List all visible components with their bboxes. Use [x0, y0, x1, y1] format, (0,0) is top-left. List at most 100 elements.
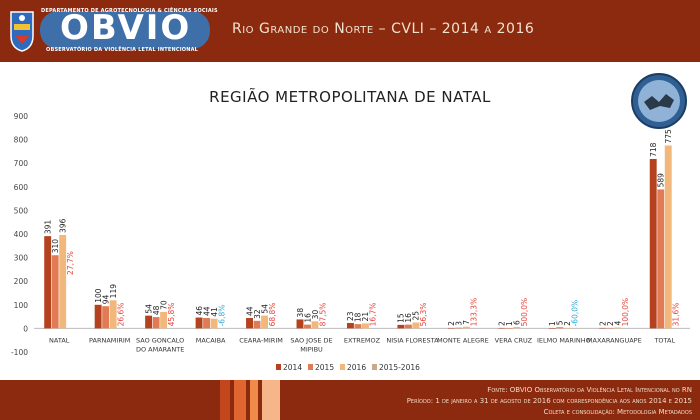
legend-swatch-2015	[308, 364, 313, 370]
data-label-2015: 48	[152, 305, 161, 315]
category-label: PARNAMIRIM	[89, 336, 130, 344]
y-tick-label: 300	[14, 254, 29, 263]
bar-2016	[412, 322, 420, 329]
pct-change-label: -6,8%	[217, 305, 226, 327]
bar-2016	[664, 145, 672, 329]
data-label-2015: 44	[202, 306, 211, 316]
bar-2015	[354, 324, 362, 329]
category-label: MONTE ALEGRE	[437, 336, 489, 344]
data-label-2014: 15	[397, 313, 406, 323]
bar-2015	[51, 255, 59, 329]
bar-2014	[649, 158, 657, 329]
bar-2015	[606, 327, 614, 329]
pct-change-label: 31,6%	[672, 303, 681, 327]
pct-change-label: 45,8%	[167, 303, 176, 327]
legend-swatch-2015-2016	[372, 364, 377, 370]
bar-2014	[296, 319, 304, 329]
y-tick-label: 0	[23, 324, 28, 333]
category-label: NISIA FLORESTA	[386, 336, 439, 344]
pct-change-label: 26,6%	[116, 303, 125, 327]
pct-change-label: 500,0%	[520, 298, 529, 327]
bar-2014	[94, 304, 102, 329]
y-tick-label: 800	[14, 136, 29, 145]
bar-2016	[362, 323, 369, 329]
pct-change-label: 16,7%	[369, 303, 378, 327]
data-label-2016: 6	[513, 320, 522, 325]
bar-2014	[44, 236, 52, 329]
bar-2014	[548, 328, 556, 329]
legend-label: 2014	[283, 363, 302, 372]
y-tick-label: 700	[14, 159, 29, 168]
data-label-2014: 391	[43, 220, 52, 235]
data-label-2016: 775	[664, 129, 673, 144]
data-label-2016: 4	[614, 320, 623, 325]
data-label-2014: 2	[447, 321, 456, 326]
data-label-2015: 310	[51, 239, 60, 254]
bar-2016	[109, 300, 117, 329]
legend-label: 2016	[347, 363, 366, 372]
bar-2014	[397, 324, 405, 329]
pct-change-label: 87,5%	[318, 303, 327, 327]
legend-swatch-2014	[276, 364, 281, 370]
data-label-2016: 70	[159, 300, 168, 310]
footer-period: Período: 1 de janeiro a 31 de agosto de …	[406, 397, 692, 405]
category-label: CEARA-MIRIM	[239, 336, 283, 344]
footer-banner: Fonte: OBVIO Observatório da Violência L…	[0, 380, 700, 420]
y-tick-label: 600	[14, 183, 29, 192]
bar-2015	[253, 320, 261, 329]
bar-2015	[505, 328, 513, 329]
bar-2016	[160, 311, 168, 329]
pct-change-label: 56,3%	[419, 303, 428, 327]
data-label-2016: 119	[109, 284, 118, 299]
category-label: DO AMARANTE	[136, 345, 184, 353]
bar-2014	[347, 322, 354, 329]
category-label: SAO GONCALO	[136, 336, 184, 344]
chart-title: REGIÃO METROPOLITANA DE NATAL	[209, 88, 491, 106]
bar-2015	[102, 306, 110, 329]
pct-change-label: 133,3%	[470, 298, 479, 327]
observatory-stamp-icon	[631, 73, 687, 129]
pct-change-label: 100,0%	[621, 298, 630, 327]
logo-name: OBVIO	[60, 8, 192, 48]
bar-chart: -100010020030040050060070080090039131039…	[11, 112, 690, 372]
bar-2015	[304, 324, 311, 329]
bar-2014	[447, 327, 455, 329]
data-label-2016: 30	[311, 310, 320, 320]
bar-2015	[404, 324, 412, 329]
data-label-2016: 21	[361, 312, 370, 322]
logo-department-text: DEPARTAMENTO DE AGROTECNOLOGIA & CIÊNCIA…	[41, 8, 218, 14]
legend-label: 2015	[315, 363, 334, 372]
bar-2016	[462, 326, 470, 329]
data-label-2014: 44	[245, 306, 254, 316]
data-label-2016: 2	[563, 321, 572, 326]
footer-credits: Coleta e consolidação: Metodologia Metad…	[543, 408, 692, 416]
bar-2014	[195, 317, 203, 329]
page-title: Rio Grande do Norte – CVLI – 2014 a 2016	[232, 21, 535, 37]
bar-2016	[311, 321, 319, 329]
bar-2016	[59, 234, 67, 329]
bar-2016	[210, 318, 218, 329]
bar-2016	[513, 326, 521, 329]
data-label-2015: 1	[505, 321, 514, 326]
category-label: EXTREMOZ	[344, 336, 381, 344]
data-label-2016: 7	[462, 320, 471, 325]
bar-2015	[657, 189, 665, 329]
pct-change-label: 27,7%	[66, 251, 75, 275]
bar-2016	[614, 327, 622, 329]
data-label-2014: 1	[548, 321, 557, 326]
data-label-2015: 94	[101, 294, 110, 304]
data-label-2014: 100	[94, 288, 103, 303]
data-label-2015: 2	[606, 321, 615, 326]
data-label-2014: 23	[346, 311, 355, 321]
category-label: SAO JOSE DE	[290, 336, 332, 344]
category-label: NATAL	[49, 336, 70, 344]
pct-change-label: 68,8%	[268, 303, 277, 327]
data-label-2015: 32	[253, 309, 262, 319]
header-banner: DEPARTAMENTO DE AGROTECNOLOGIA & CIÊNCIA…	[0, 0, 700, 62]
data-label-2015: 5	[556, 320, 565, 325]
y-tick-label: -100	[11, 348, 28, 357]
data-label-2014: 54	[144, 304, 153, 314]
data-label-2015: 589	[657, 173, 666, 188]
logo-subtitle: OBSERVATÓRIO DA VIOLÊNCIA LETAL INTENCIO…	[46, 47, 199, 53]
y-tick-label: 500	[14, 206, 29, 215]
